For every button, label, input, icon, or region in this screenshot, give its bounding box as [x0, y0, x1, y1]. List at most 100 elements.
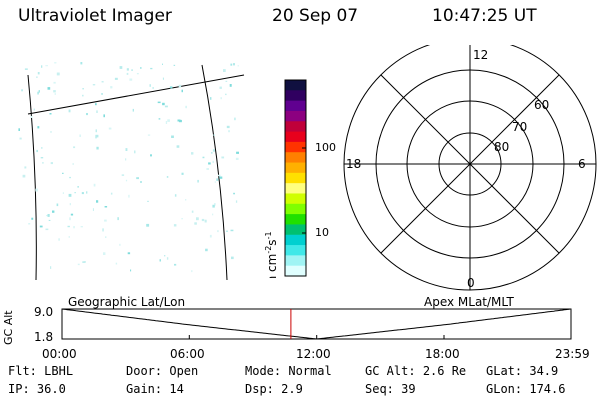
emission-speckle [166, 257, 169, 260]
emission-speckle [174, 263, 177, 266]
emission-speckle [69, 176, 71, 179]
emission-speckle [28, 223, 31, 225]
emission-speckle [79, 134, 81, 137]
emission-speckle [108, 127, 112, 130]
emission-speckle [191, 270, 193, 273]
emission-speckle [162, 63, 163, 65]
emission-speckle [42, 162, 44, 164]
emission-speckle [110, 86, 113, 89]
colorbar-cell [285, 265, 306, 277]
emission-speckle [92, 208, 94, 211]
emission-speckle [152, 87, 154, 89]
emission-speckle [77, 186, 79, 188]
emission-speckle [178, 84, 182, 88]
colorbar-cell [285, 193, 306, 205]
colorbar-cell [285, 224, 306, 236]
polar-plot [343, 45, 597, 291]
emission-speckle [82, 261, 85, 263]
emission-speckle [102, 228, 104, 232]
emission-speckle [235, 200, 238, 203]
emission-speckle [119, 66, 123, 69]
emission-speckle [47, 214, 50, 217]
emission-speckle [236, 151, 239, 154]
emission-speckle [150, 154, 152, 157]
mlat-label-70: 70 [512, 120, 528, 134]
emission-speckle [208, 162, 211, 165]
mlt-label-6: 6 [578, 157, 586, 171]
colorbar-cell [285, 234, 306, 246]
emission-speckle [169, 86, 173, 89]
emission-speckle [167, 119, 170, 122]
emission-speckle [174, 194, 177, 197]
emission-speckle [201, 218, 205, 222]
footer-glon: GLon: 174.6 [486, 382, 566, 396]
emission-speckle [101, 81, 104, 83]
emission-speckle [197, 179, 199, 183]
emission-speckle [77, 263, 80, 266]
emission-speckle [130, 269, 132, 272]
emission-speckle [206, 168, 209, 170]
emission-speckle [212, 149, 215, 152]
colorbar-cell [285, 255, 306, 267]
emission-speckle [157, 101, 161, 104]
emission-speckle [101, 93, 103, 95]
footer-gain: Gain: 14 [126, 382, 184, 396]
geographic-image-panel [18, 62, 245, 281]
polar-diagonal-2 [380, 74, 560, 254]
y-tick-label-bottom: 1.8 [34, 330, 54, 344]
emission-speckle [173, 64, 176, 66]
emission-speckle [72, 163, 74, 165]
emission-speckle [86, 113, 88, 116]
emission-speckle [214, 203, 216, 206]
emission-speckle [18, 128, 20, 131]
emission-speckle [212, 213, 214, 216]
emission-speckle [219, 176, 223, 179]
emission-speckle [158, 118, 161, 120]
emission-speckle [115, 262, 118, 265]
emission-speckle [104, 219, 107, 222]
emission-speckle [128, 194, 130, 198]
emission-speckle [31, 217, 34, 220]
mlt-label-0: 0 [467, 276, 475, 290]
mlat-label-60: 60 [534, 98, 550, 112]
emission-speckle [36, 149, 38, 153]
emission-speckle [69, 203, 71, 206]
timeline-frame [61, 308, 572, 340]
emission-speckle [149, 84, 151, 87]
emission-speckle [140, 67, 142, 69]
emission-speckle [37, 72, 40, 75]
emission-speckle [45, 228, 49, 231]
emission-speckle [49, 113, 52, 115]
emission-speckle [96, 110, 98, 113]
emission-speckle [53, 90, 56, 93]
colorbar: photon cm-2s-1 [264, 79, 307, 278]
colorbar-cell [285, 214, 306, 226]
time-label: 10:47:25 UT [432, 6, 537, 26]
colorbar-cell [285, 121, 306, 133]
emission-speckle [196, 217, 199, 221]
emission-speckle [147, 200, 149, 202]
colorbar-cell [285, 245, 306, 256]
emission-speckle [181, 218, 183, 220]
emission-speckle [132, 108, 134, 112]
emission-speckle [223, 69, 226, 72]
emission-speckle [92, 84, 96, 86]
emission-speckle [177, 119, 181, 122]
emission-speckle [226, 230, 228, 232]
altitude-curve [61, 308, 570, 340]
emission-speckle [209, 234, 212, 238]
emission-speckle [103, 114, 105, 118]
emission-speckle [229, 84, 232, 87]
colorbar-cell [285, 90, 306, 102]
emission-speckle [205, 248, 208, 252]
emission-speckle [70, 213, 74, 216]
footer-filter: Flt: LBHL [8, 364, 74, 378]
longitude-line-left [27, 74, 37, 281]
emission-speckle [47, 87, 51, 90]
x-tick-label-0600: 06:00 [170, 347, 205, 361]
emission-speckle [62, 192, 64, 194]
emission-speckle [103, 252, 106, 255]
emission-speckle [202, 156, 205, 159]
emission-speckle [68, 236, 70, 238]
emission-speckle [54, 62, 57, 64]
